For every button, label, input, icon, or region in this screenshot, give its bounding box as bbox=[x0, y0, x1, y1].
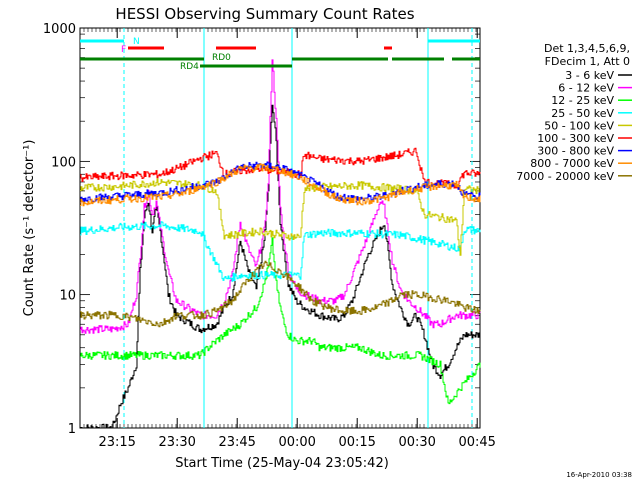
legend-entry-label: 3 - 6 keV bbox=[565, 69, 614, 82]
series-line bbox=[80, 237, 481, 405]
y-axis-label: Count Rate (s⁻¹ detector⁻¹) bbox=[22, 140, 37, 317]
x-tick-label: 00:15 bbox=[338, 435, 375, 450]
state-bar-label: N bbox=[133, 37, 140, 47]
y-tick-label: 1 bbox=[68, 422, 76, 437]
x-tick-label: 23:15 bbox=[98, 435, 135, 450]
y-tick-labels: 1 10 100 1000 bbox=[43, 22, 76, 437]
series-lines bbox=[80, 59, 481, 429]
legend-entry-label: 100 - 300 keV bbox=[537, 132, 614, 145]
x-tick-label: 23:45 bbox=[218, 435, 255, 450]
legend-entry-label: 25 - 50 keV bbox=[551, 107, 614, 120]
series-line bbox=[80, 260, 481, 328]
footer-timestamp: 16-Apr-2010 03:38 bbox=[566, 471, 632, 479]
legend-entry-label: 50 - 100 keV bbox=[544, 119, 614, 132]
x-axis-label: Start Time (25-May-04 23:05:42) bbox=[175, 456, 389, 471]
series-line bbox=[80, 104, 481, 429]
x-tick-label: 23:30 bbox=[158, 435, 195, 450]
x-tick-label: 00:30 bbox=[398, 435, 435, 450]
y-tick-label: 1000 bbox=[43, 22, 76, 37]
state-bar-label: RD4 bbox=[180, 62, 199, 72]
series-line bbox=[80, 163, 481, 207]
legend: Det 1,3,4,5,6,9, FDecim 1, Att 0 3 - 6 k… bbox=[516, 42, 632, 183]
x-tick-label: 00:00 bbox=[278, 435, 315, 450]
legend-entry-label: 12 - 25 keV bbox=[551, 94, 614, 107]
x-tick-labels: 23:15 23:30 23:45 00:00 00:15 00:30 00:45 bbox=[98, 435, 495, 450]
state-bar-label: RD0 bbox=[212, 53, 231, 63]
legend-entry-label: 800 - 7000 keV bbox=[530, 157, 614, 170]
y-tick-label: 10 bbox=[59, 289, 76, 304]
x-tick-label: 00:45 bbox=[458, 435, 495, 450]
legend-entry-label: 6 - 12 keV bbox=[558, 82, 614, 95]
legend-header-1: Det 1,3,4,5,6,9, bbox=[544, 42, 630, 55]
series-line bbox=[80, 59, 481, 334]
state-bars: NF RD0 RD4 bbox=[80, 37, 480, 72]
y-tick-label: 100 bbox=[51, 155, 76, 170]
series-line bbox=[80, 221, 481, 282]
state-bar-label: F bbox=[121, 45, 126, 55]
legend-entry-label: 300 - 800 keV bbox=[537, 145, 614, 158]
chart-title: HESSI Observing Summary Count Rates bbox=[115, 5, 414, 23]
legend-header-2: FDecim 1, Att 0 bbox=[545, 55, 630, 68]
legend-entry-label: 7000 - 20000 keV bbox=[516, 170, 614, 183]
